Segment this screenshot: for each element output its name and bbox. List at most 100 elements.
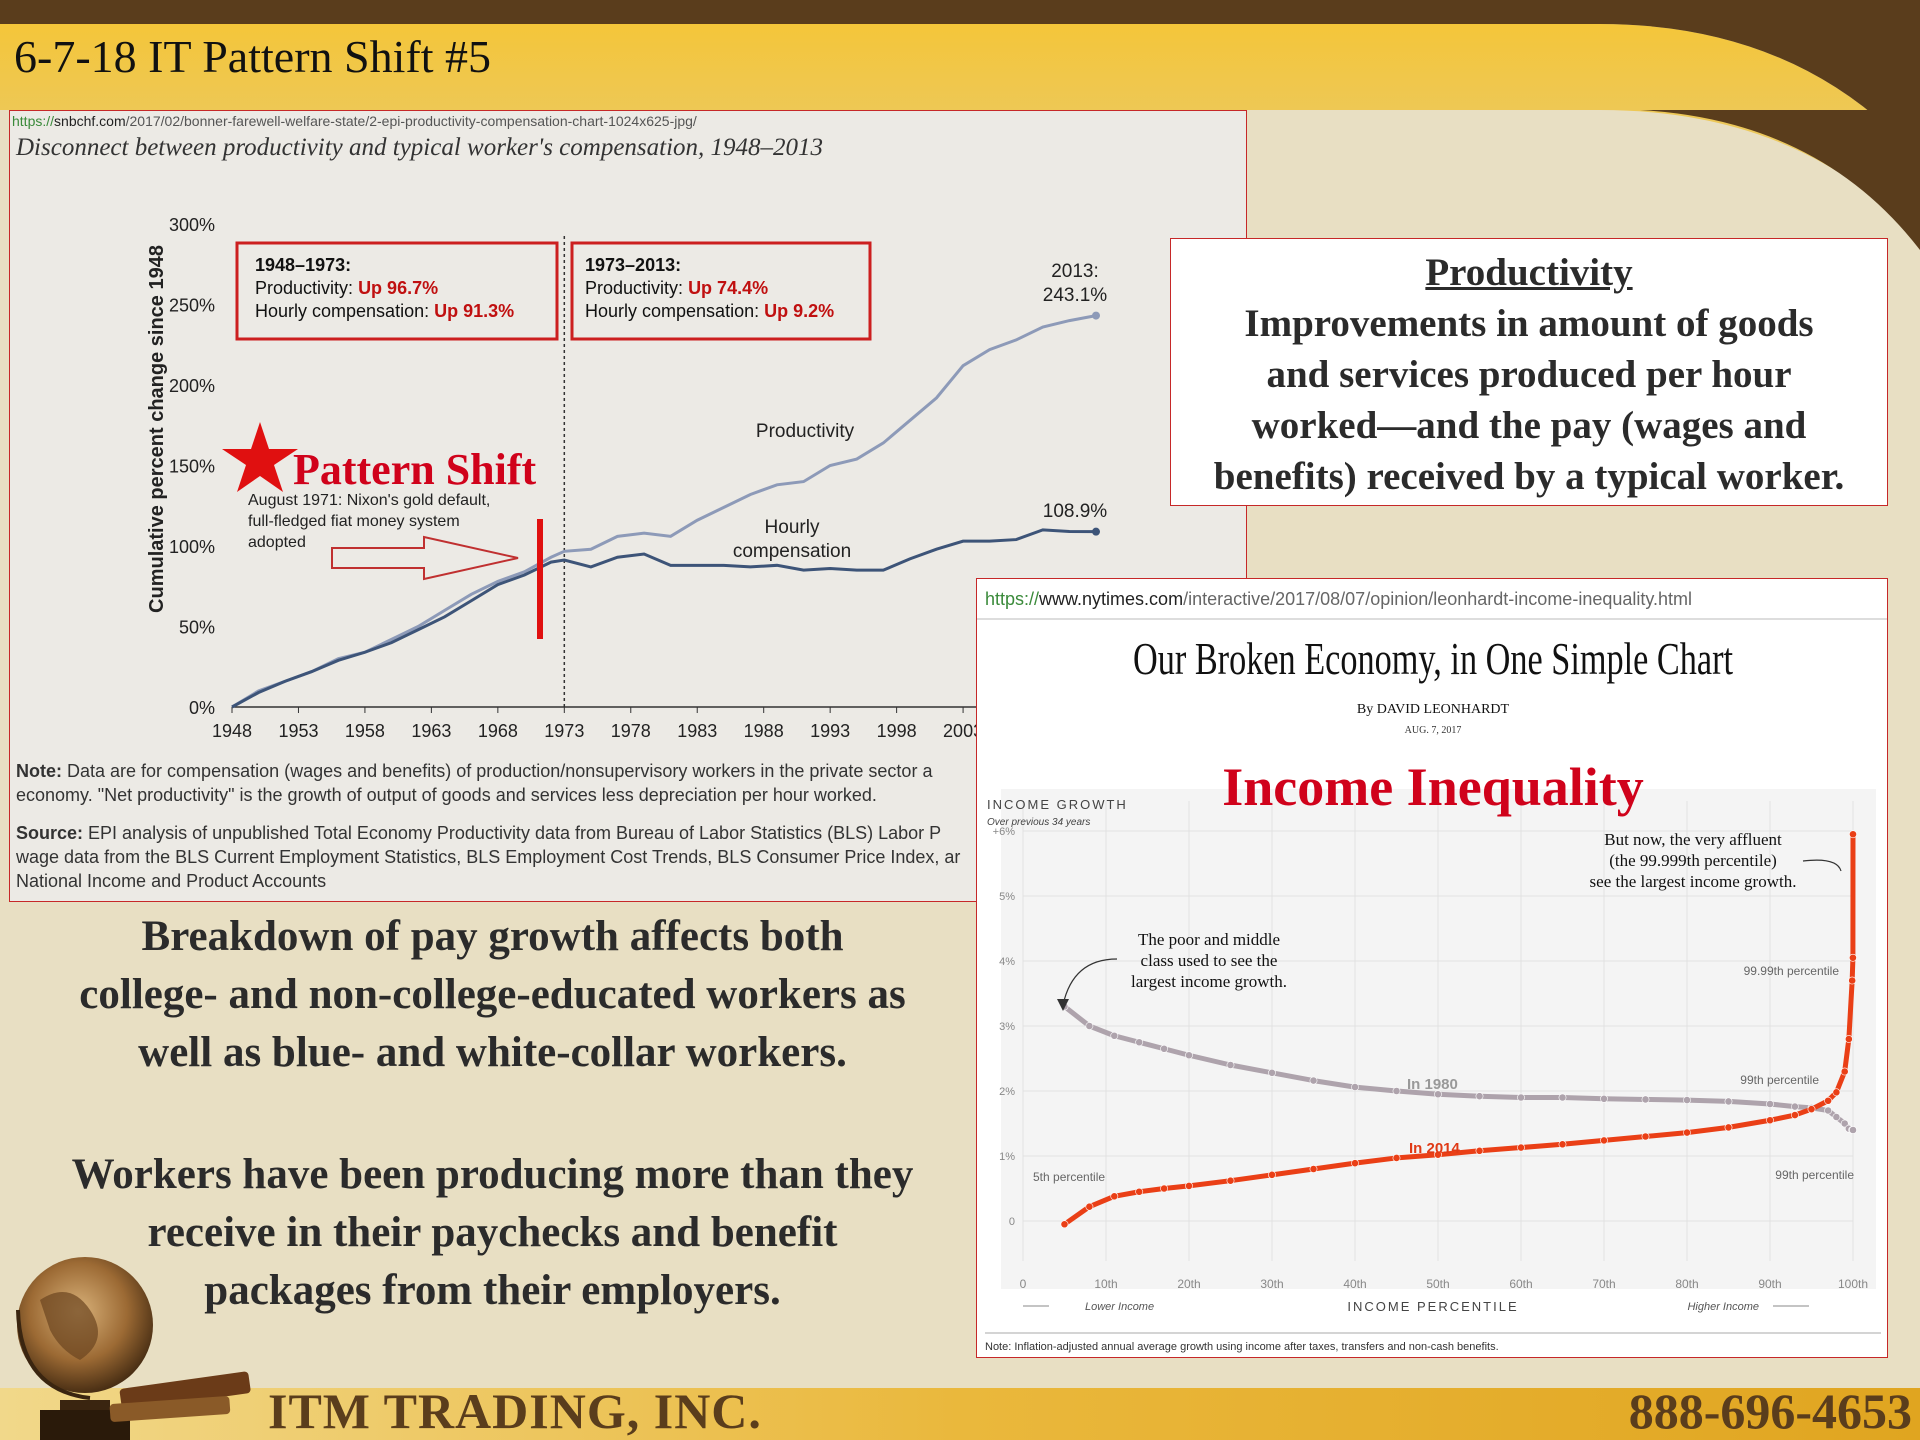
epi-endpoint	[1092, 527, 1100, 536]
annot-poor-2: class used to see the	[1141, 951, 1278, 970]
nyt-point-2014	[1160, 1184, 1168, 1193]
breakdown-line-1: Breakdown of pay growth affects both	[141, 913, 844, 960]
epi-x-tick: 1988	[744, 721, 784, 741]
nyt-x-tick: 90th	[1758, 1277, 1781, 1291]
nyt-point-2014	[1844, 1035, 1853, 1043]
epi-chart-title: Disconnect between productivity and typi…	[15, 134, 823, 161]
epi-series-label-prod: Productivity	[756, 421, 855, 442]
nyt-point-1980	[1268, 1068, 1276, 1077]
nyt-point-1980	[1849, 1126, 1857, 1134]
nyt-point-2014	[1832, 1088, 1841, 1097]
epi-source-2: wage data from the BLS Current Employmen…	[15, 847, 960, 867]
series-label-1980: In 1980	[1407, 1076, 1458, 1093]
epi-y-tick: 200%	[169, 376, 215, 396]
label-99-percentile-top: 99th percentile	[1740, 1073, 1819, 1087]
epi-x-tick: 1993	[810, 721, 850, 741]
star-icon	[222, 422, 298, 492]
nyt-byline: By DAVID LEONHARDT	[1357, 702, 1510, 717]
pattern-shift-label: Pattern Shift	[293, 445, 537, 494]
workers-text: Workers have been producing more than th…	[10, 1146, 975, 1320]
epi-y-tick: 0%	[189, 698, 215, 718]
nyt-point-1980	[1641, 1095, 1650, 1104]
productivity-heading: Productivity	[1425, 251, 1633, 294]
nyt-point-2014	[1135, 1187, 1144, 1196]
higher-income-label: Higher Income	[1687, 1301, 1759, 1313]
annot-rich-arrow	[1802, 859, 1842, 872]
nixon-note-1: August 1971: Nixon's gold default,	[248, 492, 490, 509]
epi-y-tick: 150%	[169, 457, 215, 477]
workers-line-2: receive in their paychecks and benefit	[147, 1209, 838, 1256]
nyt-chart: https://www.nytimes.com/interactive/2017…	[977, 589, 1887, 1353]
annot-poor-arrow	[1062, 958, 1118, 1006]
nyt-point-2014	[1309, 1165, 1318, 1173]
nyt-x-axis-label: INCOME PERCENTILE	[1347, 1299, 1518, 1314]
nyt-y-tick: 1%	[999, 1151, 1015, 1163]
nyt-point-1980	[1558, 1093, 1567, 1102]
workers-line-3: packages from their employers.	[204, 1267, 781, 1314]
nyt-point-1980	[1351, 1083, 1359, 1091]
workers-line-1: Workers have been producing more than th…	[71, 1151, 914, 1198]
epi-note-2: economy. "Net productivity" is the growt…	[16, 785, 877, 805]
nyt-x-tick: 100th	[1838, 1277, 1868, 1291]
nyt-point-1980	[1475, 1092, 1484, 1101]
nyt-y-tick: 3%	[999, 1021, 1015, 1033]
income-inequality-overlay: Income Inequality	[1222, 757, 1644, 817]
nyt-chart-title: INCOME GROWTH	[987, 797, 1128, 812]
nyt-y-tick: 4%	[999, 956, 1015, 968]
breakdown-text: Breakdown of pay growth affects both col…	[10, 908, 975, 1082]
nyt-point-1980	[1309, 1076, 1318, 1085]
nyt-x-tick: 80th	[1675, 1277, 1698, 1291]
epi-x-tick: 1968	[478, 721, 518, 741]
nyt-point-1980	[1392, 1087, 1401, 1095]
lower-income-label: Lower Income	[1085, 1301, 1154, 1313]
epi-endpoint	[1092, 311, 1100, 320]
nyt-point-2014	[1392, 1154, 1401, 1162]
label-9999-percentile: 99.99th percentile	[1744, 964, 1840, 978]
nyt-point-2014	[1724, 1123, 1733, 1132]
nyt-x-tick: 30th	[1260, 1277, 1283, 1291]
nyt-point-1980	[1085, 1022, 1094, 1030]
epi-x-tick: 1948	[212, 721, 252, 741]
nyt-point-1980	[1724, 1097, 1733, 1106]
company-name: ITM TRADING, INC.	[268, 1383, 762, 1439]
nyt-y-tick: +6%	[993, 826, 1016, 838]
nyt-point-2014	[1600, 1136, 1608, 1145]
epi-source-1: Source: EPI analysis of unpublished Tota…	[16, 823, 941, 843]
nyt-point-2014	[1517, 1143, 1525, 1152]
nyt-point-2014	[1791, 1111, 1799, 1119]
box1-comp: Hourly compensation: Up 91.3%	[255, 301, 514, 321]
nyt-chart-subtitle: Over previous 34 years	[987, 817, 1090, 828]
nyt-point-1980	[1434, 1090, 1442, 1099]
epi-end-label-prod-2: 243.1%	[1043, 285, 1108, 306]
epi-annotation-box-2	[570, 241, 872, 341]
epi-series-label-comp-2: compensation	[733, 541, 851, 562]
epi-source-url[interactable]: https://snbchf.com/2017/02/bonner-farewe…	[12, 113, 697, 129]
epi-note-1: Note: Data are for compensation (wages a…	[16, 761, 933, 781]
productivity-line-3: worked—and the pay (wages and	[1251, 404, 1807, 447]
nyt-point-1980	[1683, 1096, 1691, 1104]
nyt-point-2014	[1085, 1202, 1094, 1211]
nyt-point-1980	[1160, 1044, 1168, 1053]
epi-y-tick: 300%	[169, 215, 215, 235]
breakdown-line-3: well as blue- and white-collar workers.	[138, 1029, 847, 1076]
nyt-point-2014	[1824, 1096, 1832, 1105]
productivity-line-4: benefits) received by a typical worker.	[1213, 455, 1845, 498]
nyt-headline: Our Broken Economy, in One Simple Chart	[1133, 633, 1733, 684]
nyt-point-2014	[1849, 953, 1857, 962]
epi-line-compensation	[231, 528, 1097, 709]
annot-poor-3: largest income growth.	[1131, 972, 1287, 991]
nyt-point-1980	[1600, 1094, 1608, 1103]
epi-y-tick: 250%	[169, 296, 215, 316]
nyt-point-2014	[1807, 1105, 1816, 1114]
nyt-point-2014	[1434, 1150, 1442, 1159]
nyt-date: AUG. 7, 2017	[1405, 725, 1462, 736]
nyt-point-1980	[1791, 1102, 1799, 1111]
epi-x-tick: 1998	[877, 721, 917, 741]
nyt-point-2014	[1226, 1176, 1235, 1185]
nyt-x-tick: 10th	[1094, 1277, 1117, 1291]
annot-poor-1: The poor and middle	[1138, 930, 1280, 949]
nyt-y-tick: 2%	[999, 1086, 1015, 1098]
nyt-point-2014	[1848, 976, 1857, 985]
nyt-source-url: https://www.nytimes.com/interactive/2017…	[985, 589, 1692, 609]
nyt-series	[1060, 830, 1857, 1229]
